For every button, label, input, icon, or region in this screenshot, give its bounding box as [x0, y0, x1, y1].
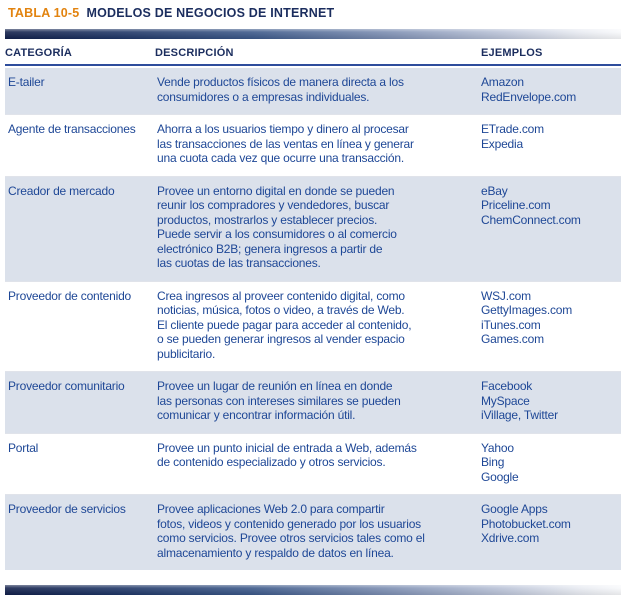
page-title: TABLA 10-5 MODELOS DE NEGOCIOS DE INTERNE… — [8, 6, 621, 20]
table-row: Portal Provee un punto inicial de entrad… — [5, 432, 621, 495]
category-cell: Creador de mercado — [8, 183, 115, 198]
category-cell: Portal — [8, 440, 39, 455]
examples-cell: Amazon RedEnvelope.com — [481, 75, 577, 104]
table-row: Agente de transacciones Ahorra a los usu… — [5, 114, 621, 176]
description-cell: Provee un entorno digital en donde se pu… — [157, 183, 397, 271]
description-cell: Provee aplicaciones Web 2.0 para compart… — [157, 502, 425, 560]
table-number-label: TABLA 10-5 — [8, 6, 80, 20]
examples-cell: WSJ.com GettyImages.com iTunes.com Games… — [481, 288, 573, 347]
column-header-ejemplos: EJEMPLOS — [481, 47, 543, 59]
description-cell: Crea ingresos al proveer contenido digit… — [157, 288, 412, 361]
table-row: E-tailer Vende productos físicos de mane… — [5, 68, 621, 114]
description-cell: Vende productos físicos de manera direct… — [157, 75, 404, 104]
column-header-descripcion: DESCRIPCIÓN — [155, 47, 234, 59]
table-header-row: CATEGORÍA DESCRIPCIÓN EJEMPLOS — [5, 39, 621, 66]
table-row: Proveedor comunitario Provee un lugar de… — [5, 371, 621, 433]
examples-cell: eBay Priceline.com ChemConnect.com — [481, 183, 581, 227]
table-body: E-tailer Vende productos físicos de mane… — [5, 68, 621, 570]
examples-cell: Yahoo Bing Google — [481, 440, 519, 484]
description-cell: Ahorra a los usuarios tiempo y dinero al… — [157, 122, 414, 165]
category-cell: Agente de transacciones — [8, 122, 136, 136]
description-cell: Provee un punto inicial de entrada a Web… — [157, 440, 417, 470]
examples-cell: ETrade.com Expedia — [481, 122, 544, 151]
examples-cell: Facebook MySpace iVillage, Twitter — [481, 379, 558, 422]
category-cell: Proveedor de contenido — [8, 288, 132, 303]
category-cell: Proveedor de servicios — [8, 502, 126, 516]
table-title-text: MODELOS DE NEGOCIOS DE INTERNET — [86, 6, 335, 20]
bottom-gradient-bar — [5, 585, 621, 595]
table-row: Proveedor de contenido Crea ingresos al … — [5, 280, 621, 372]
description-cell: Provee un lugar de reunión en línea en d… — [157, 379, 401, 422]
category-cell: E-tailer — [8, 75, 45, 89]
top-gradient-bar — [5, 29, 621, 39]
column-header-categoria: CATEGORÍA — [5, 47, 72, 59]
table-row: Proveedor de servicios Provee aplicacion… — [5, 494, 621, 570]
examples-cell: Google Apps Photobucket.com Xdrive.com — [481, 502, 571, 545]
table-row: Creador de mercado Provee un entorno dig… — [5, 175, 621, 281]
category-cell: Proveedor comunitario — [8, 379, 125, 393]
